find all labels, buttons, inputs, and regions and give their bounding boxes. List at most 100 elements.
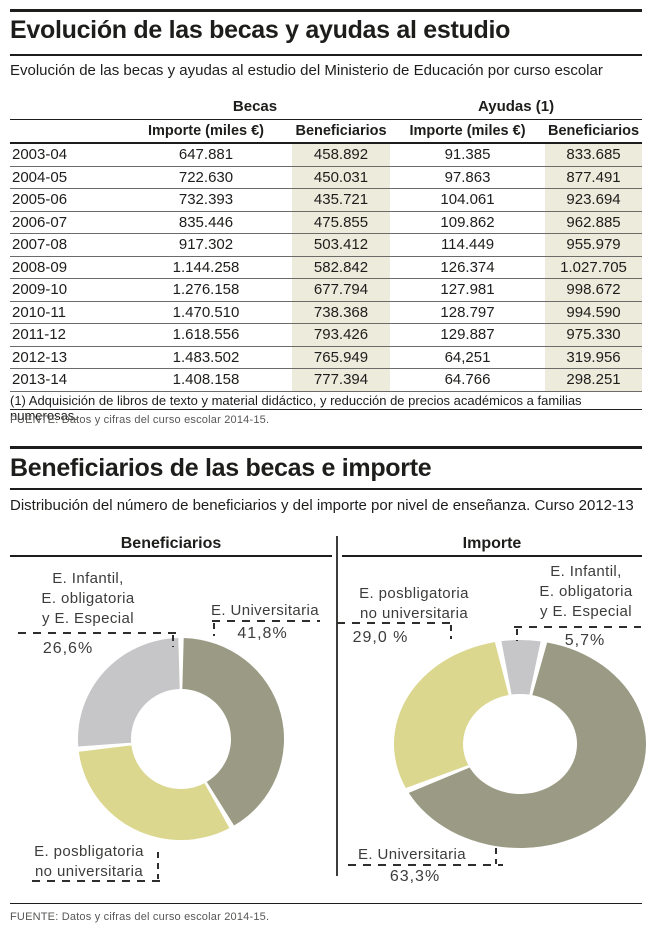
value-cell: 1.276.158	[120, 278, 292, 302]
column-header-3: Importe (miles €)	[390, 119, 546, 144]
value-cell: 450.031	[292, 166, 391, 189]
year-cell: 2004-05	[10, 166, 120, 189]
value-cell: 732.393	[120, 188, 292, 212]
year-cell: 2013-14	[10, 368, 120, 392]
year-cell: 2009-10	[10, 278, 120, 302]
value-cell: 738.368	[292, 301, 391, 324]
right-callout-posbligatoria-leader	[337, 622, 454, 624]
value-cell: 458.892	[292, 143, 391, 167]
value-cell: 962.885	[545, 211, 643, 234]
left-callout-universitaria-label: E. Universitaria	[210, 602, 320, 619]
value-cell: 64,251	[390, 346, 546, 369]
section1-title-rule	[10, 54, 642, 56]
section2-source: FUENTE: Datos y cifras del curso escolar…	[10, 911, 270, 923]
section2-title: Beneficiarios de las becas e importe	[10, 454, 432, 482]
value-cell: 677.794	[292, 278, 391, 302]
value-cell: 435.721	[292, 188, 391, 212]
left-chart-title: Beneficiarios	[120, 535, 222, 552]
value-cell: 994.590	[545, 301, 643, 324]
table-row: 2013-14 1.408.158 777.394 64.766 298.251	[10, 368, 643, 392]
value-cell: 319.956	[545, 346, 643, 369]
section2-title-rule	[10, 488, 642, 490]
bottom-rule	[10, 903, 642, 904]
left-callout-posbligatoria-leader	[32, 880, 162, 882]
value-cell: 877.491	[545, 166, 643, 189]
value-cell: 833.685	[545, 143, 643, 167]
value-cell: 128.797	[390, 301, 546, 324]
value-cell: 777.394	[292, 368, 391, 392]
section1-subtitle: Evolución de las becas y ayudas al estud…	[10, 62, 603, 79]
column-header-0	[10, 119, 120, 144]
donut-1-slice-2	[393, 642, 509, 788]
year-cell: 2006-07	[10, 211, 120, 234]
table-row: 2007-08 917.302 503.412 114.449 955.979	[10, 233, 643, 257]
value-cell: 793.426	[292, 323, 391, 347]
value-cell: 475.855	[292, 211, 391, 234]
value-cell: 298.251	[545, 368, 643, 392]
value-cell: 998.672	[545, 278, 643, 302]
value-cell: 1.408.158	[120, 368, 292, 392]
right-callout-infantil-leader	[514, 626, 641, 628]
section2-subtitle: Distribución del número de beneficiarios…	[10, 497, 634, 514]
right-callout-infantil-tick	[516, 629, 518, 641]
year-cell: 2007-08	[10, 233, 120, 257]
donut-0-slice-1	[78, 745, 230, 840]
section2-top-rule	[10, 446, 642, 449]
right-callout-infantil-label: E. Infantil, E. obligatoria y E. Especia…	[539, 563, 633, 620]
right-callout-posbligatoria-tick	[450, 625, 452, 639]
value-cell: 722.630	[120, 166, 292, 189]
chart-panel-divider	[336, 536, 338, 876]
left-callout-posbligatoria-tick	[157, 852, 159, 879]
left-callout-infantil-tick	[172, 635, 174, 647]
right-callout-infantil-pct: 5,7%	[564, 632, 606, 649]
column-header-2: Beneficiarios	[292, 119, 391, 144]
table-row: 2003-04 647.881 458.892 91.385 833.685	[10, 143, 643, 167]
value-cell: 1.144.258	[120, 256, 292, 279]
value-cell: 1.483.502	[120, 346, 292, 369]
value-cell: 582.842	[292, 256, 391, 279]
left-callout-infantil-label: E. Infantil, E. obligatoria y E. Especia…	[41, 570, 135, 627]
table-row: 2009-10 1.276.158 677.794 127.981 998.672	[10, 278, 643, 302]
becas-table-body: 2003-04 647.881 458.892 91.385 833.685 2004-0…	[10, 143, 643, 392]
group-header-spacer	[10, 94, 120, 120]
table-row: 2008-09 1.144.258 582.842 126.374 1.027.705	[10, 256, 643, 279]
donut-1-slice-1	[408, 642, 647, 848]
left-callout-universitaria-pct: 41,8%	[237, 625, 288, 642]
right-callout-universitaria-tick	[495, 848, 497, 864]
value-cell: 975.330	[545, 323, 643, 347]
left-callout-universitaria-tick	[213, 623, 215, 636]
column-header-1: Importe (miles €)	[120, 119, 292, 144]
value-cell: 647.881	[120, 143, 292, 167]
year-cell: 2010-11	[10, 301, 120, 324]
value-cell: 503.412	[292, 233, 391, 257]
donut-1-slice-0	[501, 640, 541, 695]
donut-0-slice-2	[77, 638, 180, 747]
top-rule	[10, 9, 642, 12]
right-callout-posbligatoria-pct: 29,0 %	[352, 629, 409, 646]
value-cell: 1.618.556	[120, 323, 292, 347]
table-footnote: (1) Adquisición de libros de texto y mat…	[10, 393, 582, 423]
becas-table-head: Becas Ayudas (1) Importe (miles €) Benefici…	[10, 94, 643, 144]
value-cell: 126.374	[390, 256, 546, 279]
right-callout-universitaria-pct: 63,3%	[389, 868, 441, 885]
donut-0-slice-0	[182, 638, 285, 826]
value-cell: 955.979	[545, 233, 643, 257]
year-cell: 2003-04	[10, 143, 120, 167]
year-cell: 2011-12	[10, 323, 120, 347]
table-row: 2010-11 1.470.510 738.368 128.797 994.590	[10, 301, 643, 324]
value-cell: 923.694	[545, 188, 643, 212]
value-cell: 835.446	[120, 211, 292, 234]
left-callout-posbligatoria-label: E. posbligatoria no universitaria	[34, 843, 144, 880]
table-row: 2006-07 835.446 475.855 109.862 962.885	[10, 211, 643, 234]
right-callout-posbligatoria-label: E. posbligatoria no universitaria	[359, 585, 469, 622]
value-cell: 91.385	[390, 143, 546, 167]
left-callout-infantil-pct: 26,6%	[42, 640, 94, 657]
value-cell: 114.449	[390, 233, 546, 257]
right-chart-title-rule	[342, 555, 642, 557]
right-callout-universitaria-leader	[348, 864, 503, 866]
table-row: 2004-05 722.630 450.031 97.863 877.491	[10, 166, 643, 189]
value-cell: 765.949	[292, 346, 391, 369]
footnote-rule	[10, 409, 642, 410]
left-callout-universitaria-leader	[212, 620, 320, 622]
